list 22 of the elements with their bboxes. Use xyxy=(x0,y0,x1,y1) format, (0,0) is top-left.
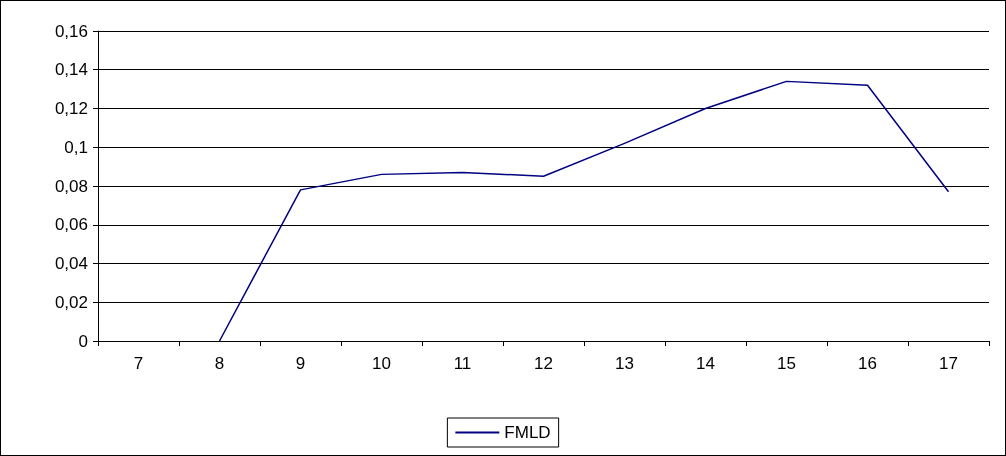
y-tick-label: 0,06 xyxy=(54,215,88,235)
x-tick-label: 8 xyxy=(214,354,225,373)
x-tick-label: 7 xyxy=(133,354,144,373)
x-tick-label: 14 xyxy=(696,354,715,373)
y-tick-label: 0,1 xyxy=(64,137,88,157)
x-tick-label: 13 xyxy=(615,354,634,373)
y-tick-label: 0,12 xyxy=(54,99,88,118)
x-tick-label: 15 xyxy=(777,354,796,373)
x-tick-label: 17 xyxy=(939,354,958,373)
x-tick-label: 12 xyxy=(534,354,553,373)
x-tick-label: 9 xyxy=(295,354,306,373)
legend-label: FMLD xyxy=(504,423,551,442)
x-tick-label: 16 xyxy=(858,354,877,373)
y-tick-label: 0,08 xyxy=(54,176,88,196)
line-series xyxy=(218,80,950,342)
y-tick-label: 0,02 xyxy=(54,292,88,312)
y-tick-label: 0,16 xyxy=(54,21,88,41)
y-tick-label: 0,14 xyxy=(54,60,88,80)
y-tick-label: 0 xyxy=(78,331,88,351)
x-tick-label: 10 xyxy=(372,354,391,373)
x-tick-label: 11 xyxy=(453,354,472,373)
y-tick-label: 0,04 xyxy=(54,254,88,273)
